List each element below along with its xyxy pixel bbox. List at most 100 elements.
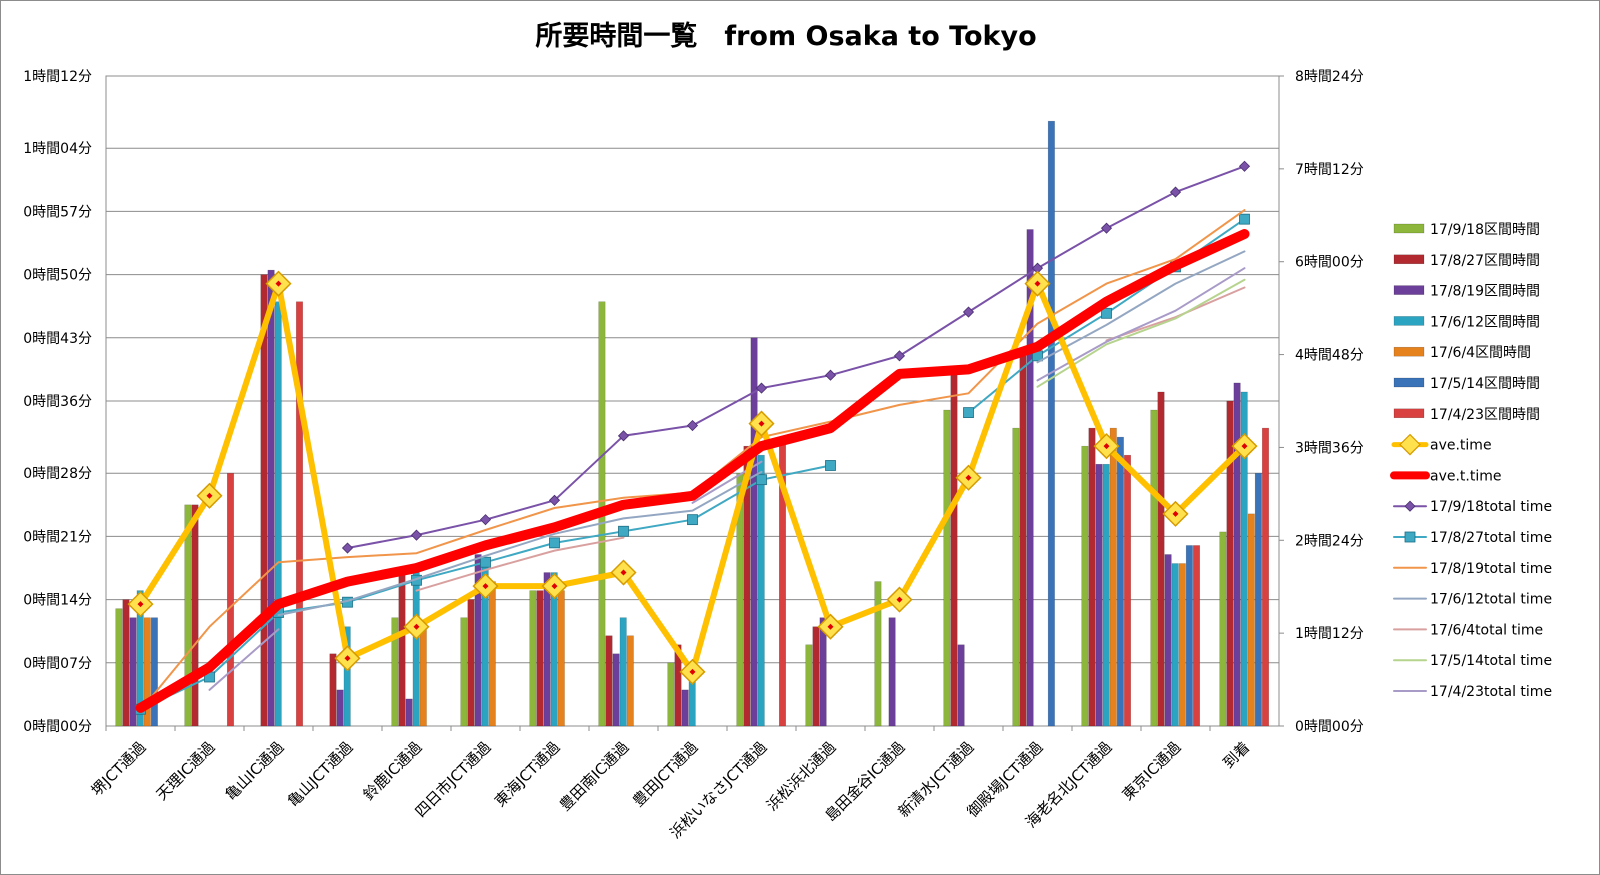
legend-label: 17/9/18区間時間 [1430,222,1540,238]
legend-label: 17/6/12区間時間 [1430,314,1540,330]
bar [295,301,303,727]
bar [1185,545,1193,727]
bar [1095,463,1103,727]
y-left-tick-label: 0時間36分 [23,394,92,410]
data-point [549,537,560,549]
data-point-center [275,280,282,287]
x-tick-label: 堺JCT通過 [88,738,150,800]
data-point-center [1034,280,1041,287]
legend-label: 17/8/19区間時間 [1430,284,1540,300]
y-right-tick-label: 7時間12分 [1295,162,1364,178]
data-point-center [758,420,765,427]
bar [412,572,420,727]
y-left-tick-label: 0時間14分 [23,593,92,609]
legend-label: 17/6/4total time [1430,622,1543,638]
y-right-tick-label: 2時間24分 [1295,533,1364,549]
data-point-center [413,623,420,630]
series-line [346,165,1246,549]
x-tick-label: 東海JCT通過 [491,738,563,810]
data-point-center [344,655,351,662]
bars [115,120,1269,727]
data-point [687,514,698,526]
bar [888,617,896,727]
bar [874,581,882,727]
bar [122,599,130,727]
series-line [277,470,763,617]
bar [1192,545,1200,727]
data-point-center [620,569,627,576]
legend-label: 17/5/14区間時間 [1430,376,1540,392]
legend-label: ave.t.time [1430,468,1502,484]
legend-label: 17/8/19total time [1430,561,1552,577]
legend-swatch [1393,408,1425,419]
bar [1171,563,1179,727]
y-left-tick-label: 0時間57分 [23,204,92,220]
chart-title: 所要時間一覧 from Osaka to Tokyo [535,21,1036,52]
data-point [548,494,561,506]
bar [1123,454,1131,727]
bar [943,409,951,727]
x-tick-label: 浜松浜北通過 [763,738,839,814]
data-point-center [965,474,972,481]
y-left-tick-label: 0時間07分 [23,656,92,672]
y-right-tick-label: 6時間00分 [1295,255,1364,271]
data-point-center [551,583,558,590]
bar [529,590,537,727]
data-point [1101,307,1112,319]
bar [419,626,427,727]
data-point [755,382,768,394]
bar [391,617,399,727]
series-line [137,280,1248,675]
data-point [1169,186,1182,198]
bar [143,617,151,727]
bar [1240,391,1248,727]
bar [267,269,275,727]
data-point [824,369,837,381]
bar [1226,400,1234,727]
series-line [1105,286,1246,342]
legend-label: 17/8/27区間時間 [1430,253,1540,269]
bar [329,653,337,727]
data-point [480,556,491,568]
bar [557,590,565,727]
legend-label: 17/8/27total time [1430,530,1552,546]
data-point [756,474,767,486]
bar [1109,427,1117,727]
bar [619,617,627,727]
series-line [208,628,280,691]
legend-label: 17/6/4区間時間 [1430,345,1531,361]
x-tick-label: 豊田JCT通過 [629,738,701,810]
bar [957,644,965,727]
data-point [825,460,836,471]
bar [1116,436,1124,727]
bar [226,472,234,727]
bar [543,572,551,727]
bar [812,626,820,727]
x-tick-label: 鈴鹿IC通過 [360,738,426,804]
legend: 17/9/18区間時間 17/8/27区間時間 17/8/19区間時間 17/6/12… [1390,222,1552,700]
bar [1219,531,1227,727]
bar [674,644,682,727]
data-point-center [206,492,213,499]
bar [757,454,765,727]
y-left-tick-label: 0時間43分 [23,331,92,347]
data-point [618,525,629,537]
data-point-center [1241,443,1248,450]
data-point [1239,213,1250,225]
data-point [686,419,699,432]
legend-swatch [1393,254,1425,265]
legend-swatch [1393,377,1425,388]
bar [1247,513,1255,727]
legend-marker [1399,433,1421,456]
series-line [135,229,1250,713]
bar [1102,463,1110,727]
legend-label: 17/9/18total time [1430,499,1552,515]
bar [1081,445,1089,727]
data-point-center [896,596,903,603]
bar [1088,427,1096,727]
data-point [341,542,354,554]
legend-label: ave.time [1430,438,1492,454]
bar [950,373,958,727]
legend-swatch [1393,316,1425,326]
